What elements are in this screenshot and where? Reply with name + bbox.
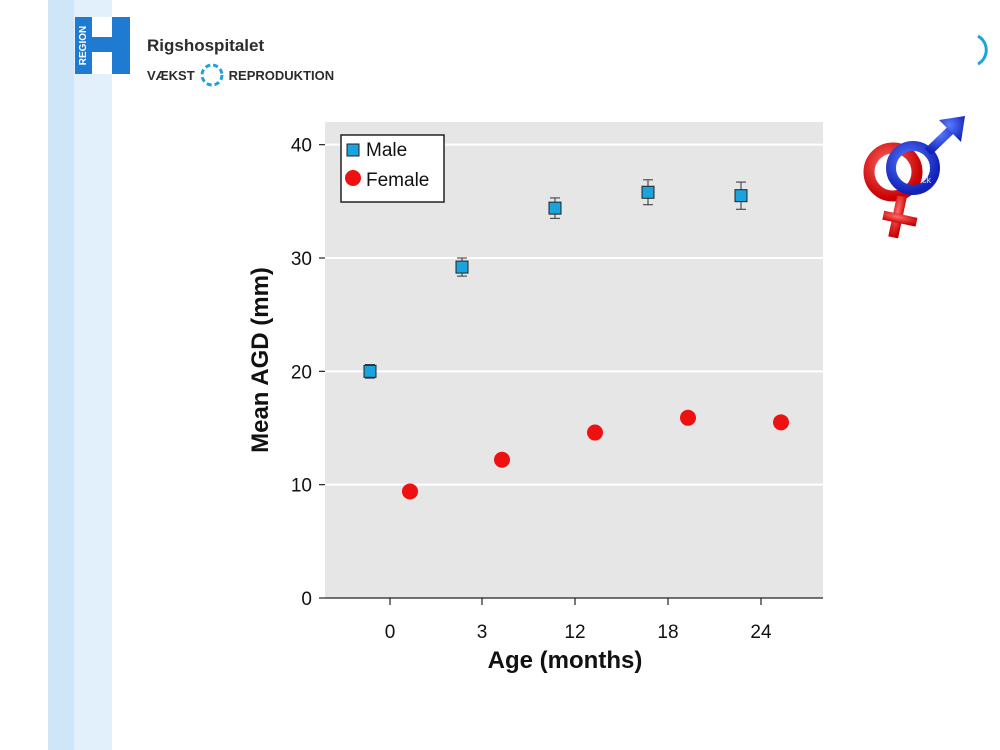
male-data-point — [363, 364, 377, 378]
y-axis-title: Mean AGD (mm) — [247, 267, 274, 453]
hospital-name: Rigshospitalet — [147, 36, 265, 55]
y-tick-label: 40 — [291, 136, 312, 157]
x-tick-label: 24 — [750, 622, 772, 643]
y-tick-label: 20 — [291, 362, 312, 383]
x-tick-label: 12 — [564, 622, 585, 643]
region-badge-text: REGION — [78, 26, 89, 65]
female-data-point — [680, 409, 696, 426]
legend-male-label: Male — [366, 140, 407, 161]
female-data-point — [773, 414, 789, 431]
y-tick-label: 30 — [291, 249, 312, 270]
x-tick-label: 3 — [477, 622, 488, 643]
department-left-label: VÆKST — [147, 67, 195, 83]
left-stripe-light — [74, 0, 112, 750]
male-data-point — [548, 201, 562, 215]
ring-icon — [200, 63, 224, 87]
left-stripe — [48, 0, 74, 750]
female-data-point — [402, 483, 418, 500]
department-name: VÆKST REPRODUKTION — [147, 63, 335, 87]
gender-symbol-text: ck — [922, 175, 931, 185]
legend-male-marker — [346, 143, 360, 157]
legend-female-marker — [345, 170, 361, 186]
legend-female-label: Female — [366, 170, 429, 191]
y-tick-label: 10 — [291, 476, 312, 497]
region-h-logo: REGION — [75, 17, 130, 74]
male-data-point — [734, 189, 748, 203]
corner-arc-icon — [977, 34, 988, 66]
male-data-point — [641, 185, 655, 199]
x-axis-title: Age (months) — [488, 647, 643, 674]
y-tick-label: 0 — [301, 589, 312, 610]
male-data-point — [455, 260, 469, 274]
department-right-label: REPRODUKTION — [228, 67, 335, 83]
female-data-point — [494, 451, 510, 468]
legend: Male Female — [340, 134, 445, 203]
x-tick-label: 18 — [657, 622, 678, 643]
x-tick-label: 0 — [385, 622, 396, 643]
female-data-point — [587, 424, 603, 441]
gender-symbol-icon — [863, 116, 965, 239]
agd-chart: 0 10 20 30 40 0 3 12 18 24 Male Female Age (mont… — [247, 122, 823, 674]
